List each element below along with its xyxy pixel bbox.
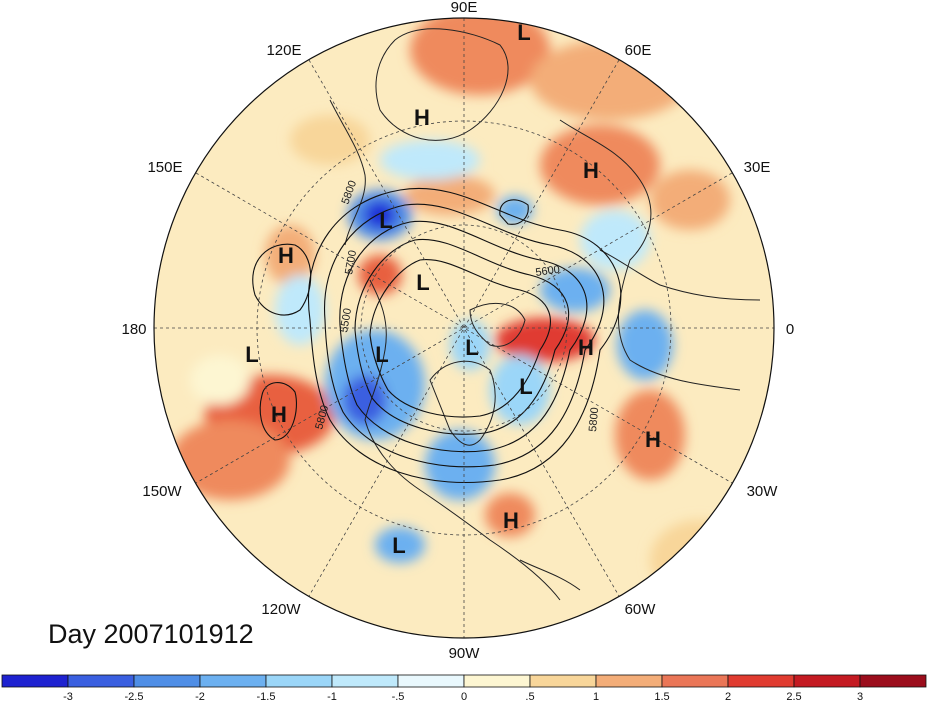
lon-label-90w: 90W	[449, 645, 481, 662]
pressure-center: L	[375, 342, 388, 367]
lon-label-60e: 60E	[625, 42, 652, 59]
pressure-center: H	[503, 508, 519, 533]
lon-label-180: 180	[121, 321, 146, 338]
lon-label-0: 0	[786, 321, 794, 338]
colorbar-bin	[133, 674, 201, 688]
pressure-center: H	[271, 402, 287, 427]
colorbar-tick-label: 1	[593, 691, 599, 702]
pressure-center: H	[645, 427, 661, 452]
pressure-center: H	[578, 335, 594, 360]
pressure-center: L	[517, 20, 530, 45]
lon-label-60w: 60W	[625, 601, 657, 618]
colorbar-tick-label: -2	[195, 691, 205, 702]
colorbar-tick-label: 3	[857, 691, 863, 702]
pressure-center: H	[414, 105, 430, 130]
colorbar-ticks: -3 -2.5 -2 -1.5 -1 -.5 0 .5 1 1.5 2 2.5 3	[63, 691, 863, 702]
lon-label-150e: 150E	[147, 159, 182, 176]
colorbar-bin	[397, 674, 465, 688]
lon-label-30e: 30E	[744, 159, 771, 176]
colorbar-tick-label: -.5	[392, 691, 405, 702]
lon-label-90e: 90E	[451, 0, 478, 16]
colorbar-bin	[793, 674, 861, 688]
colorbar: -3 -2.5 -2 -1.5 -1 -.5 0 .5 1 1.5 2 2.5 3	[1, 674, 927, 702]
polar-map: 90E 60E 30E 0 30W 60W 90W 120W 150W 180 …	[121, 0, 794, 662]
colorbar-bin	[463, 674, 531, 688]
colorbar-bin	[1, 674, 69, 688]
lon-label-120e: 120E	[266, 42, 301, 59]
anomaly-field	[154, 18, 774, 638]
colorbar-tick-label: 0	[461, 691, 467, 702]
colorbar-tick-label: -2.5	[125, 691, 144, 702]
pressure-center: L	[379, 208, 392, 233]
colorbar-tick-label: -1	[327, 691, 337, 702]
pressure-center: H	[278, 243, 294, 268]
height-contours	[252, 187, 622, 483]
pressure-center: L	[465, 335, 478, 360]
colorbar-tick-label: 1.5	[654, 691, 669, 702]
contour-label: 5500	[338, 307, 354, 333]
colorbar-tick-label: -3	[63, 691, 73, 702]
colorbar-bin	[67, 674, 135, 688]
colorbar-bin	[199, 674, 267, 688]
contour-label: 5700	[343, 249, 359, 275]
colorbar-bin	[265, 674, 333, 688]
colorbar-bin	[661, 674, 729, 688]
colorbar-bin	[859, 674, 927, 688]
graticule	[154, 18, 774, 638]
pressure-center: L	[416, 270, 429, 295]
pressure-center: L	[519, 374, 532, 399]
colorbar-tick-label: 2.5	[786, 691, 801, 702]
pressure-center: H	[583, 158, 599, 183]
day-title: Day 2007101912	[48, 619, 254, 649]
colorbar-bins	[1, 674, 927, 688]
colorbar-bin	[331, 674, 399, 688]
lon-label-120w: 120W	[261, 601, 301, 618]
contour-label: 5800	[587, 407, 601, 432]
colorbar-tick-label: -1.5	[257, 691, 276, 702]
map-boundary	[153, 17, 775, 639]
colorbar-bin	[727, 674, 795, 688]
colorbar-bin	[595, 674, 663, 688]
pressure-center: L	[245, 342, 258, 367]
colorbar-tick-label: .5	[525, 691, 534, 702]
pressure-center: L	[392, 533, 405, 558]
lon-label-150w: 150W	[142, 483, 182, 500]
lon-label-30w: 30W	[747, 483, 779, 500]
contour-label: 5600	[535, 264, 561, 279]
colorbar-bin	[529, 674, 597, 688]
coastlines	[329, 28, 761, 601]
colorbar-tick-label: 2	[725, 691, 731, 702]
